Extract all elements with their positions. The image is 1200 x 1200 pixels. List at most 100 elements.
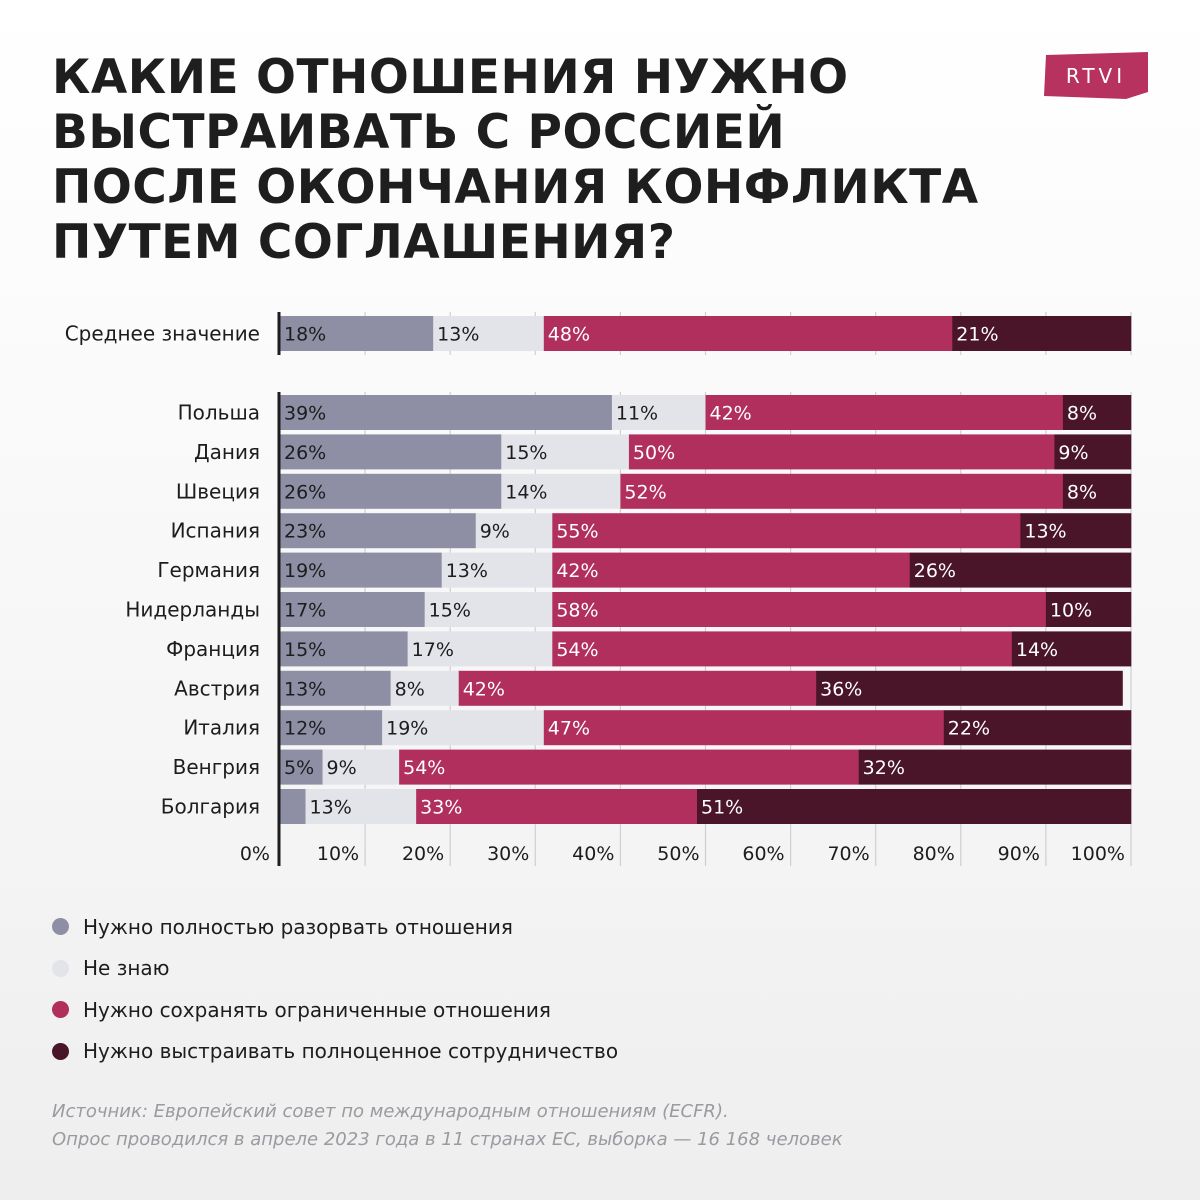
bar-segment	[1020, 513, 1132, 549]
data-label: 21%	[956, 324, 998, 346]
data-label: 55%	[556, 521, 598, 543]
stacked-bar-chart: Среднее значение 18% 13% 48% 21% Польша 39% 11%…	[65, 312, 1132, 866]
data-label: 13%	[437, 324, 479, 346]
rtvi-logo: RTVI	[1044, 52, 1149, 100]
category-label: Венгрия	[173, 755, 260, 779]
data-label: 9%	[480, 521, 510, 543]
x-tick-label: 0%	[240, 843, 270, 865]
bar-segment	[816, 670, 1123, 706]
data-label: 13%	[1024, 521, 1066, 543]
data-label: 50%	[633, 442, 675, 464]
data-label: 5%	[284, 757, 314, 779]
category-label: Италия	[183, 716, 260, 740]
data-label: 11%	[616, 403, 658, 425]
legend-item: Не знаю	[52, 948, 618, 990]
bar-segment	[628, 434, 1055, 470]
legend-label: Нужно выстраивать полноценное сотрудниче…	[83, 1039, 619, 1064]
x-tick-label: 60%	[742, 843, 784, 865]
data-label: 42%	[710, 403, 752, 425]
bar-segment	[552, 513, 1021, 549]
data-label: 42%	[556, 560, 598, 582]
data-label: 14%	[505, 481, 547, 503]
bar-segment	[280, 710, 383, 746]
legend-label: Не знаю	[83, 956, 170, 981]
data-label: 14%	[1016, 639, 1058, 661]
bar-segment	[458, 670, 817, 706]
legend-label: Нужно полностью разорвать отношения	[83, 914, 513, 939]
legend: Нужно полностью разорвать отношения Не зн…	[52, 906, 618, 1072]
data-label: 54%	[403, 757, 445, 779]
data-label: 17%	[284, 600, 326, 622]
x-tick-label: 70%	[827, 843, 869, 865]
bar-segment	[441, 552, 553, 588]
category-label: Франция	[166, 637, 260, 661]
bar-segment	[399, 749, 859, 785]
x-tick-label: 40%	[572, 843, 614, 865]
bar-segment	[280, 631, 408, 667]
category-label: Нидерланды	[125, 598, 260, 622]
category-label: Дания	[194, 440, 260, 464]
data-label: 8%	[1067, 481, 1097, 503]
data-label: 12%	[284, 718, 326, 740]
bar-segment	[382, 710, 545, 746]
bar-segment	[280, 316, 434, 351]
data-label: 9%	[1058, 442, 1088, 464]
data-label: 26%	[284, 481, 326, 503]
x-tick-label: 10%	[317, 843, 359, 865]
bar-segment	[1045, 592, 1132, 627]
chart-title: КАКИЕ ОТНОШЕНИЯ НУЖНО ВЫСТРАИВАТЬ С РОССИ…	[52, 50, 979, 270]
category-label: Швеция	[176, 479, 260, 503]
data-label: 13%	[284, 678, 326, 700]
bar-segment	[696, 789, 1132, 824]
bar-segment	[280, 789, 306, 824]
legend-swatch-icon	[52, 1042, 69, 1060]
category-label: Среднее значение	[65, 322, 260, 346]
bar-segment	[416, 789, 698, 824]
category-label: Германия	[157, 558, 260, 582]
bar-segment	[620, 473, 1064, 509]
bar-segment	[390, 670, 460, 706]
data-label: 19%	[386, 718, 428, 740]
bar-segment	[280, 473, 502, 509]
legend-item: Нужно выстраивать полноценное сотрудниче…	[52, 1031, 618, 1073]
bar-segment	[552, 592, 1047, 627]
bar-segment	[475, 513, 553, 549]
bar-segment	[1062, 473, 1132, 509]
bar-segment	[1011, 631, 1132, 667]
x-tick-label: 100%	[1071, 843, 1125, 865]
bar-segment	[433, 316, 545, 351]
data-label: 15%	[429, 600, 471, 622]
data-label: 8%	[395, 678, 425, 700]
bar-segment	[407, 631, 553, 667]
legend-swatch-icon	[52, 1001, 69, 1019]
x-tick-label: 80%	[913, 843, 955, 865]
data-label: 15%	[505, 442, 547, 464]
bar-segment	[611, 395, 706, 430]
data-label: 33%	[420, 797, 462, 819]
data-label: 26%	[284, 442, 326, 464]
bar-segment	[943, 710, 1132, 746]
x-tick-label: 20%	[402, 843, 444, 865]
data-label: 22%	[948, 718, 990, 740]
bar-segment	[543, 710, 945, 746]
data-label: 8%	[1067, 403, 1097, 425]
data-label: 39%	[284, 403, 326, 425]
bar-segment	[858, 749, 1132, 785]
bar-segment	[424, 592, 553, 627]
x-tick-label: 50%	[657, 843, 699, 865]
data-label: 26%	[914, 560, 956, 582]
category-label: Испания	[171, 519, 260, 543]
bar-segment	[1054, 434, 1132, 470]
source-line-2: Опрос проводился в апреле 2023 года в 11…	[52, 1129, 843, 1150]
category-label: Болгария	[161, 795, 260, 819]
data-label: 47%	[548, 718, 590, 740]
bar-segment	[280, 749, 323, 785]
bar-segment	[280, 513, 477, 549]
data-label: 15%	[284, 639, 326, 661]
data-label: 32%	[863, 757, 905, 779]
category-label: Австрия	[174, 676, 260, 700]
bar-segment	[705, 395, 1064, 430]
data-label: 42%	[463, 678, 505, 700]
svg-text:RTVI: RTVI	[1066, 64, 1126, 88]
bar-segment	[501, 473, 621, 509]
